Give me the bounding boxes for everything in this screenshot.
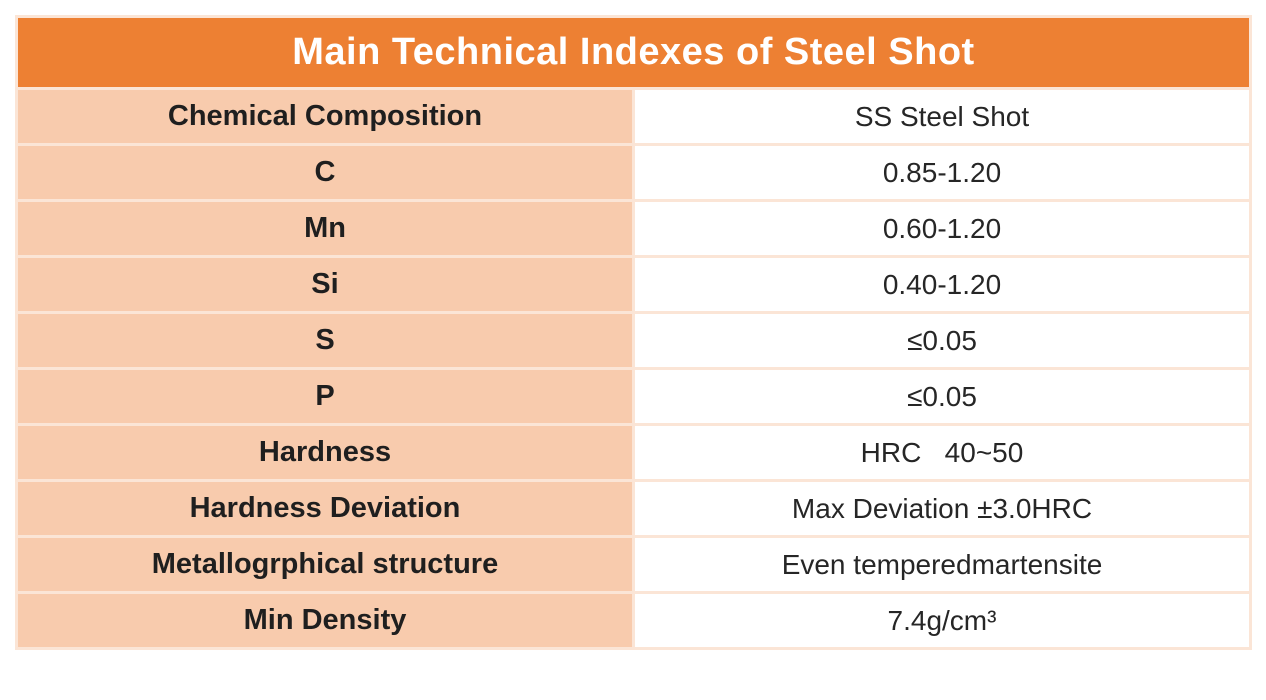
row-label: Si [15,255,635,314]
row-mn: Mn 0.60-1.20 [15,199,1252,258]
row-label: C [15,143,635,202]
steel-shot-spec-table: Main Technical Indexes of Steel Shot Che… [15,15,1252,650]
row-c: C 0.85-1.20 [15,143,1252,202]
row-min-density: Min Density 7.4g/cm³ [15,591,1252,650]
row-value: 0.85-1.20 [632,143,1252,202]
row-value: ≤0.05 [632,367,1252,426]
title-row: Main Technical Indexes of Steel Shot [15,15,1252,90]
row-value: 0.40-1.20 [632,255,1252,314]
row-value: SS Steel Shot [632,87,1252,146]
row-label: Hardness [15,423,635,482]
row-chemical-composition: Chemical Composition SS Steel Shot [15,87,1252,146]
row-value: 7.4g/cm³ [632,591,1252,650]
row-metallographical-structure: Metallogrphical structure Even temperedm… [15,535,1252,594]
row-p: P ≤0.05 [15,367,1252,426]
row-value: Even temperedmartensite [632,535,1252,594]
row-label: Metallogrphical structure [15,535,635,594]
row-label: S [15,311,635,370]
row-label: Min Density [15,591,635,650]
row-hardness-deviation: Hardness Deviation Max Deviation ±3.0HRC [15,479,1252,538]
row-label: Chemical Composition [15,87,635,146]
row-label: Mn [15,199,635,258]
row-value: Max Deviation ±3.0HRC [632,479,1252,538]
row-label: Hardness Deviation [15,479,635,538]
row-value: 0.60-1.20 [632,199,1252,258]
row-si: Si 0.40-1.20 [15,255,1252,314]
row-label: P [15,367,635,426]
row-value: ≤0.05 [632,311,1252,370]
row-value: HRC 40~50 [632,423,1252,482]
row-s: S ≤0.05 [15,311,1252,370]
row-hardness: Hardness HRC 40~50 [15,423,1252,482]
table-title: Main Technical Indexes of Steel Shot [15,15,1252,90]
